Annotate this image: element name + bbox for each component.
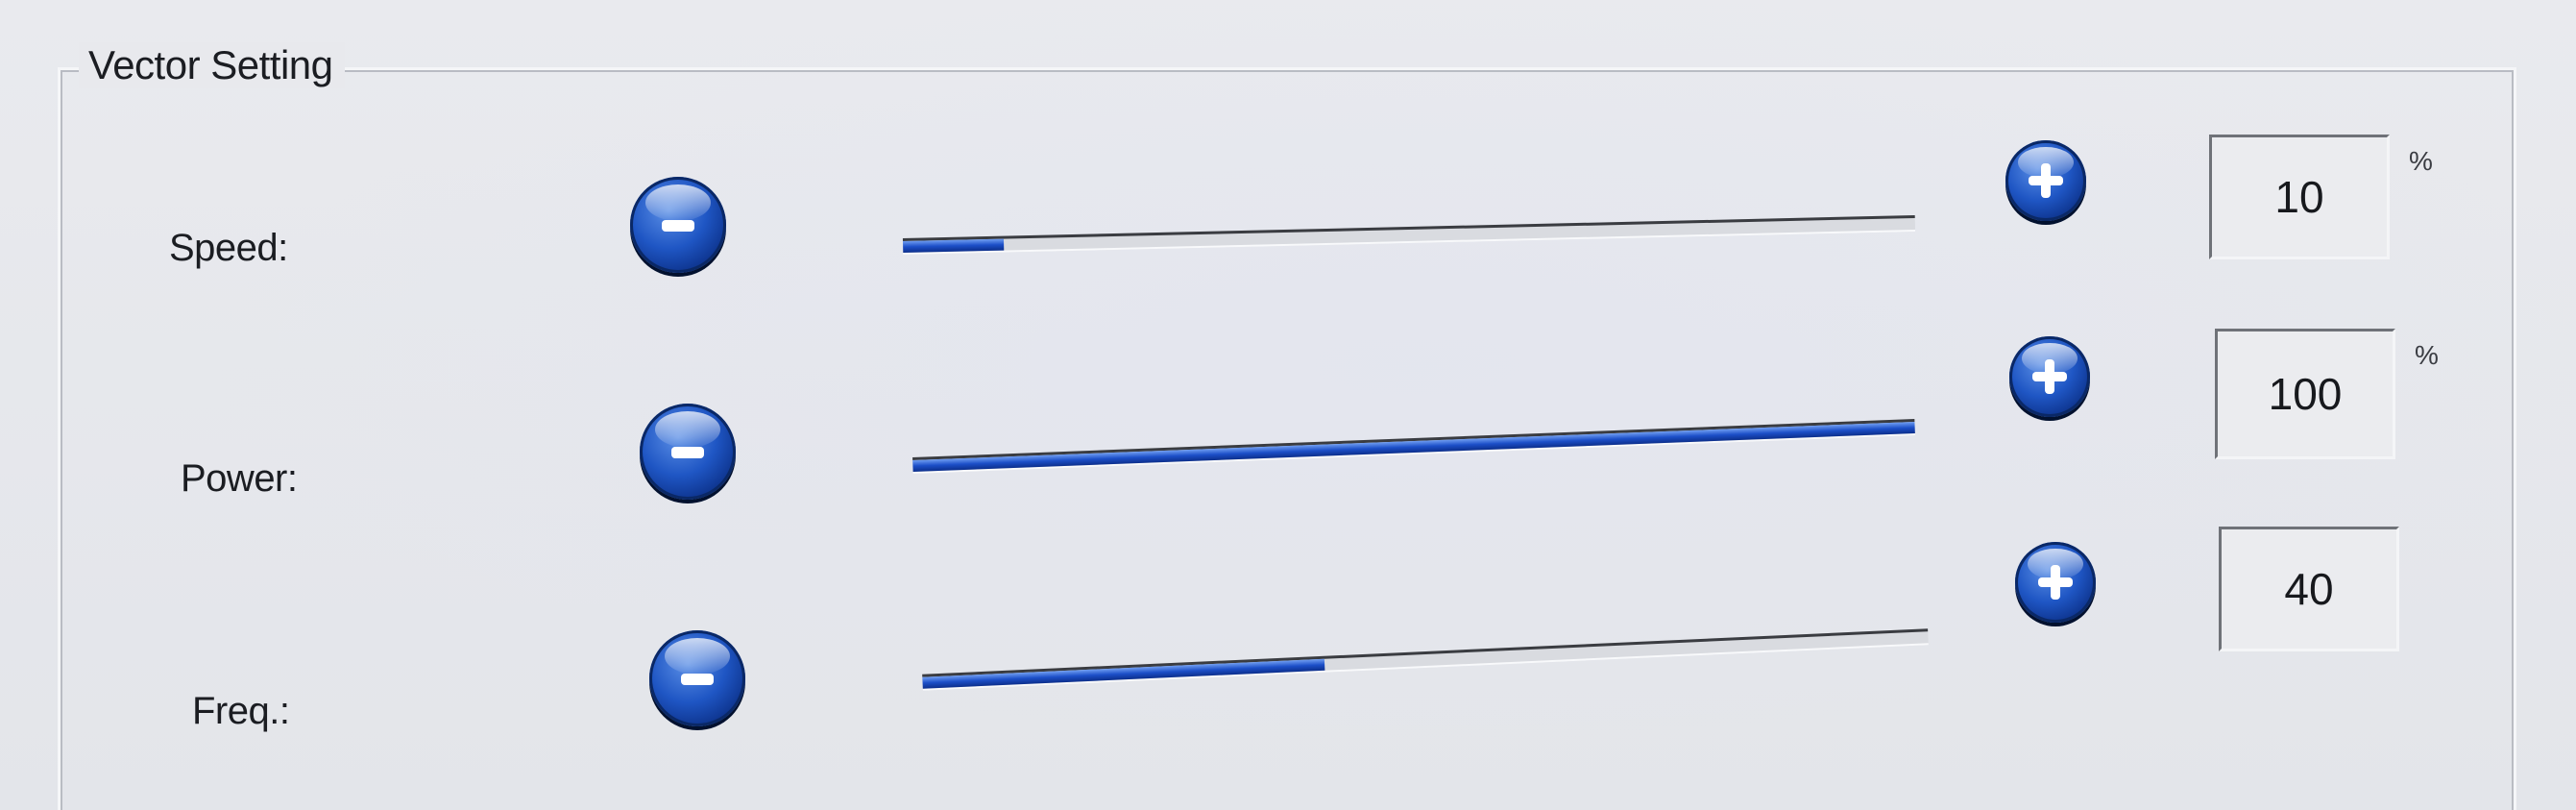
speed-decrease-button[interactable] — [630, 177, 726, 273]
freq-decrease-button[interactable] — [649, 630, 745, 726]
power-unit: % — [2415, 340, 2439, 370]
group-title: Vector Setting — [79, 42, 345, 88]
vector-setting-group — [58, 67, 2516, 810]
power-increase-button[interactable] — [2009, 336, 2090, 417]
speed-unit: % — [2409, 146, 2433, 176]
minus-icon — [671, 447, 704, 458]
power-value-field[interactable]: 100 — [2215, 329, 2395, 459]
speed-value-field[interactable]: 10 — [2209, 135, 2390, 259]
speed-slider-fill — [903, 238, 1005, 253]
freq-increase-button[interactable] — [2015, 542, 2096, 623]
minus-icon — [662, 220, 694, 232]
minus-icon — [681, 674, 714, 685]
speed-label: Speed: — [169, 227, 288, 269]
speed-increase-button[interactable] — [2005, 140, 2086, 221]
speed-row: Speed: 10 % — [0, 0, 2576, 273]
freq-label: Freq.: — [192, 690, 290, 732]
power-row: Power: 100 % — [0, 0, 2576, 500]
freq-row: Freq.: 40 — [0, 0, 2576, 732]
freq-value-field[interactable]: 40 — [2219, 527, 2399, 651]
power-decrease-button[interactable] — [640, 404, 736, 500]
power-label: Power: — [181, 457, 298, 500]
